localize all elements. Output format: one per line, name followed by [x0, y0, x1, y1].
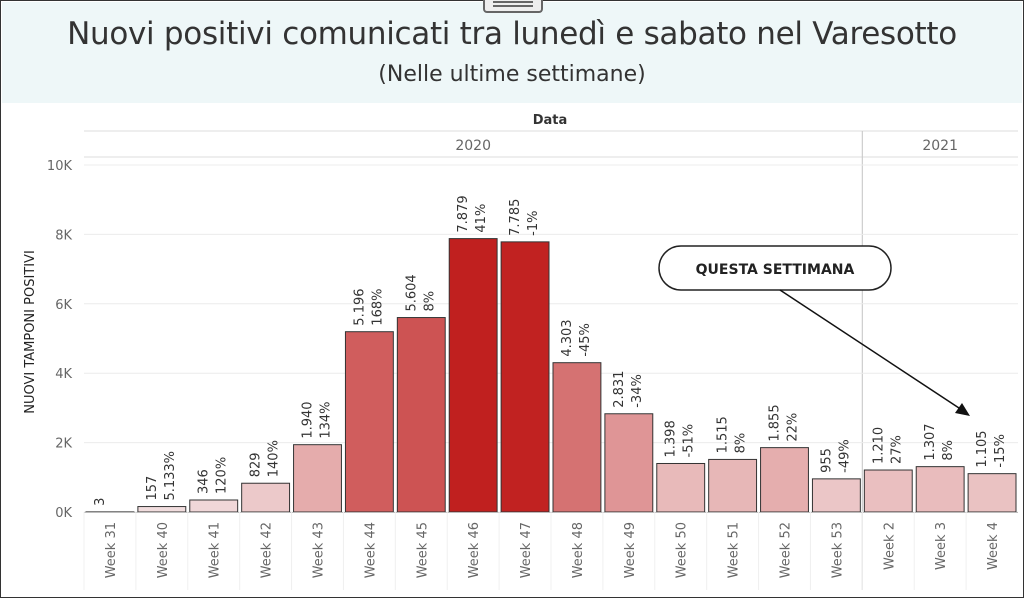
- change-label: -45%: [578, 323, 593, 357]
- bar[interactable]: [137, 506, 187, 513]
- value-label: 7.879: [456, 195, 471, 232]
- bar[interactable]: [448, 238, 498, 513]
- chart-subtitle: (Nelle ultime settimane): [378, 62, 646, 87]
- x-tick-label: Week 41: [208, 522, 223, 578]
- bars: [85, 238, 1017, 513]
- annotation: QUESTA SETTIMANA: [658, 245, 970, 416]
- value-label: 1.398: [664, 420, 679, 457]
- change-label: -15%: [993, 434, 1008, 468]
- value-label: 1.307: [923, 423, 938, 460]
- year-group-label: 2020: [455, 138, 491, 154]
- value-label: 1.940: [301, 401, 316, 438]
- value-label: 1.515: [716, 416, 731, 453]
- change-label: 27%: [889, 435, 904, 464]
- bar[interactable]: [708, 458, 758, 513]
- year-group-headers: 2020 2021: [84, 130, 1018, 590]
- x-axis: Week 31 Week 40 Week 41 Week 42 Week 43 Week …: [83, 512, 1018, 590]
- y-axis: 0K 2K 4K 6K 8K 10K: [47, 159, 73, 521]
- bar[interactable]: [760, 447, 809, 513]
- y-axis-label: NUOVI TAMPONI POSITIVI: [23, 250, 38, 414]
- bar[interactable]: [189, 499, 239, 513]
- change-label: 5.133%: [163, 451, 178, 501]
- x-tick-label: Week 44: [363, 522, 378, 578]
- x-tick-label: Week 46: [467, 522, 482, 578]
- x-tick-label: Week 48: [571, 522, 586, 578]
- change-label: -1%: [526, 211, 541, 236]
- y-tick-label: 0K: [55, 506, 72, 521]
- bar[interactable]: [241, 482, 291, 513]
- bar[interactable]: [811, 478, 861, 513]
- x-tick-label: Week 43: [312, 522, 327, 578]
- data-labels: 3 157 5.133% 346 120% 829 140% 1.940 134% 5.196 16…: [93, 195, 1008, 506]
- chart-title: Nuovi positivi comunicati tra lunedì e s…: [67, 16, 957, 52]
- change-label: 41%: [474, 204, 489, 233]
- x-tick-label: Week 31: [104, 522, 119, 578]
- x-tick-label: Week 4: [986, 522, 1001, 570]
- bar[interactable]: [863, 469, 913, 513]
- x-tick-label: Week 2: [882, 522, 897, 570]
- change-label: 168%: [370, 289, 385, 326]
- value-label: 1.105: [975, 430, 990, 467]
- annotation-arrow: [779, 289, 963, 411]
- change-label: 140%: [267, 440, 282, 477]
- y-tick-label: 8K: [55, 228, 72, 243]
- annotation-text: QUESTA SETTIMANA: [696, 262, 855, 278]
- chart-header: Nuovi positivi comunicati tra lunedì e s…: [2, 2, 1022, 103]
- value-label: 346: [197, 469, 212, 494]
- x-tick-label: Week 50: [675, 522, 690, 578]
- bar[interactable]: [552, 362, 602, 513]
- value-label: 4.303: [560, 319, 575, 356]
- x-tick-label: Week 53: [830, 522, 845, 578]
- change-label: 8%: [734, 433, 749, 454]
- y-tick-label: 4K: [55, 367, 72, 382]
- year-group-label: 2021: [922, 138, 958, 154]
- x-tick-label: Week 42: [260, 522, 275, 578]
- change-label: -49%: [837, 439, 852, 473]
- annotation-arrowhead-icon: [955, 403, 970, 416]
- bar[interactable]: [344, 331, 394, 513]
- x-tick-label: Week 47: [519, 522, 534, 578]
- change-label: 134%: [319, 402, 334, 439]
- x-tick-label: Week 45: [415, 522, 430, 578]
- annotation-box: [658, 245, 892, 291]
- value-label: 1.855: [768, 404, 783, 441]
- bar[interactable]: [967, 473, 1017, 513]
- x-tick-label: Week 52: [779, 522, 794, 578]
- change-label: 22%: [786, 413, 801, 442]
- bar[interactable]: [500, 241, 550, 513]
- change-label: -51%: [682, 424, 697, 458]
- y-tick-label: 6K: [55, 298, 72, 313]
- bar[interactable]: [396, 317, 446, 513]
- column-header: Data: [533, 113, 568, 128]
- change-label: 8%: [941, 440, 956, 461]
- y-tick-label: 10K: [47, 159, 73, 174]
- x-tick-label: Week 3: [934, 522, 949, 570]
- value-label: 5.604: [404, 274, 419, 311]
- value-label: 1.210: [871, 427, 886, 464]
- value-label: 5.196: [352, 288, 367, 325]
- change-label: -34%: [630, 374, 645, 408]
- value-label: 3: [93, 498, 108, 506]
- x-tick-label: Week 40: [156, 522, 171, 578]
- x-tick-label: Week 51: [727, 522, 742, 578]
- value-label: 2.831: [612, 371, 627, 408]
- value-label: 7.785: [508, 199, 523, 236]
- change-label: 8%: [422, 291, 437, 312]
- change-label: 120%: [215, 457, 230, 494]
- drag-handle-icon[interactable]: [483, 0, 543, 13]
- value-label: 157: [145, 476, 160, 501]
- y-tick-label: 2K: [55, 437, 72, 452]
- bar[interactable]: [915, 466, 965, 513]
- bar[interactable]: [656, 462, 706, 513]
- x-tick-label: Week 49: [623, 522, 638, 578]
- value-label: 955: [819, 448, 834, 473]
- bar[interactable]: [604, 413, 654, 513]
- bar[interactable]: [293, 444, 342, 513]
- value-label: 829: [249, 452, 264, 477]
